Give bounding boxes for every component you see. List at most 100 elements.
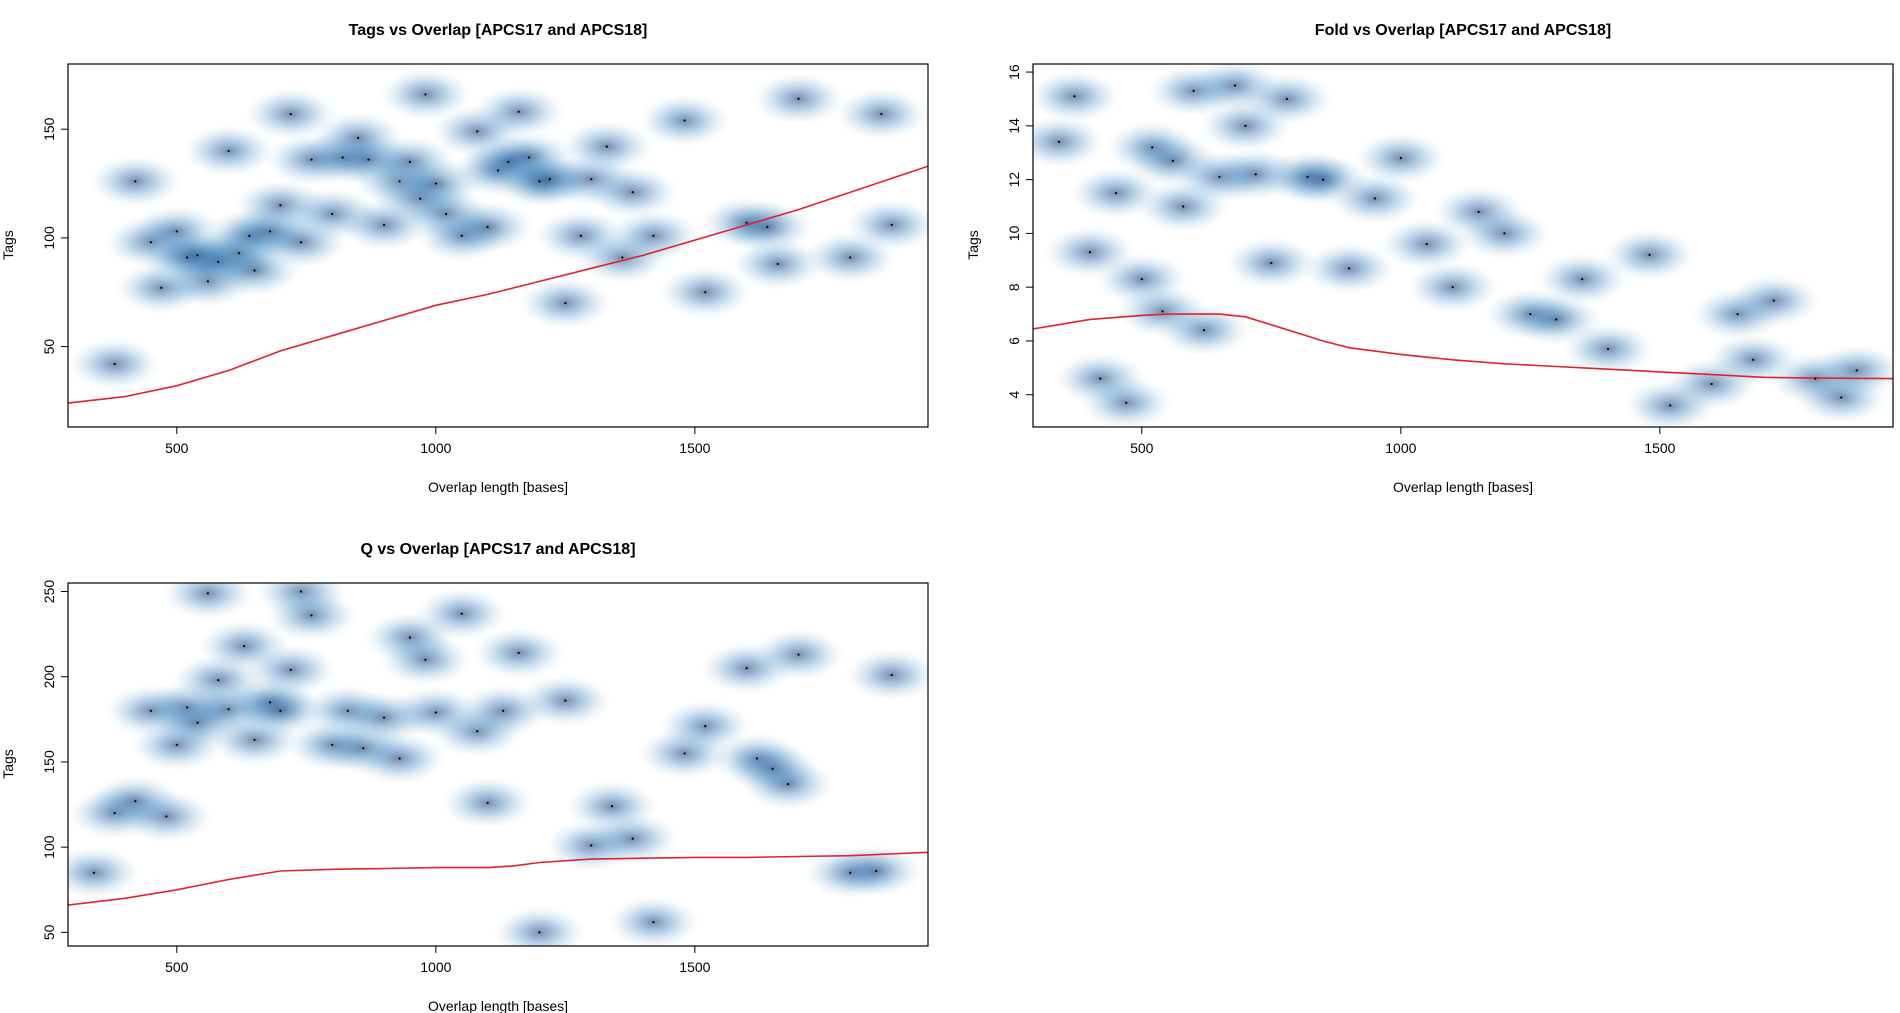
data-point	[206, 280, 209, 283]
data-point	[590, 178, 593, 181]
data-point	[1529, 312, 1532, 316]
plot-frame	[1032, 63, 1894, 428]
x-tick-label: 500	[165, 440, 189, 456]
data-point	[880, 112, 883, 116]
data-point	[253, 738, 256, 741]
data-point	[1125, 401, 1128, 404]
data-point	[766, 225, 769, 229]
x-tick-label: 500	[165, 959, 189, 975]
data-point	[424, 658, 427, 661]
y-tick-label: 50	[41, 339, 57, 355]
smooth-line	[1033, 313, 1893, 380]
smooth-line	[68, 165, 928, 404]
data-point	[1073, 95, 1076, 98]
data-point	[476, 730, 479, 733]
chart-panel-q-vs-overlap: Q vs Overlap [APCS17 and APCS18] 500 1000…	[0, 541, 929, 1013]
y-tick-label: 150	[41, 750, 57, 774]
y-tick-label: 150	[41, 117, 57, 141]
data-point	[538, 931, 541, 934]
data-point	[186, 706, 189, 709]
data-point	[398, 180, 401, 183]
data-point	[419, 197, 422, 200]
data-point	[300, 590, 303, 593]
point-layer	[1057, 84, 1858, 407]
data-point	[1161, 310, 1164, 313]
data-point	[289, 112, 292, 116]
data-point	[217, 260, 220, 263]
data-point	[548, 178, 551, 181]
data-point	[683, 119, 686, 122]
data-point	[476, 130, 479, 133]
data-point	[1306, 175, 1309, 179]
density-layer	[68, 68, 928, 390]
data-point	[745, 667, 748, 670]
data-point	[300, 241, 303, 244]
data-point	[134, 180, 137, 183]
density-blob	[1033, 70, 1121, 123]
data-point	[579, 234, 582, 237]
y-tick-label: 6	[1006, 337, 1022, 345]
chart-panel-tags-vs-overlap: Tags vs Overlap [APCS17 and APCS18] 500 1…	[0, 22, 929, 495]
y-tick-label: 250	[41, 580, 57, 604]
data-point	[538, 180, 541, 183]
data-point	[382, 716, 386, 719]
chart-panel-fold-vs-overlap: Fold vs Overlap [APCS17 and APCS18] 500 1…	[965, 22, 1894, 495]
x-tick-label: 1500	[679, 440, 710, 456]
data-point	[1710, 382, 1713, 386]
data-point	[849, 871, 852, 874]
y-axis: 4 6 8 10 12 14 16	[1006, 64, 1033, 399]
x-axis: 500 1000 1500	[165, 946, 711, 975]
data-point	[1736, 312, 1739, 316]
x-axis: 500 1000 1500	[165, 427, 711, 456]
y-axis: 50 100 150 200 250	[41, 580, 68, 940]
data-point	[1814, 377, 1817, 380]
data-point	[631, 837, 634, 840]
data-point	[113, 811, 116, 815]
data-point	[445, 212, 448, 216]
data-point	[1477, 210, 1480, 213]
data-point	[797, 97, 800, 100]
data-point	[890, 223, 893, 226]
data-point	[237, 252, 241, 255]
data-point	[704, 291, 707, 294]
data-point	[1373, 197, 1377, 200]
data-point	[331, 212, 334, 216]
data-point	[745, 221, 748, 224]
data-point	[217, 679, 220, 682]
y-tick-label: 200	[41, 665, 57, 689]
plot-frame	[67, 582, 929, 947]
x-tick-label: 500	[1130, 440, 1154, 456]
data-point	[1244, 124, 1247, 127]
data-point	[507, 160, 510, 163]
data-point	[243, 644, 246, 648]
y-tick-label: 4	[1006, 391, 1022, 399]
x-axis-title: Overlap length [bases]	[428, 479, 568, 495]
data-point	[175, 743, 178, 747]
data-point	[771, 767, 774, 770]
data-point	[1171, 159, 1174, 162]
data-point	[683, 752, 686, 755]
data-point	[331, 743, 334, 747]
point-layer	[113, 93, 893, 366]
data-point	[460, 234, 463, 237]
data-point	[113, 362, 116, 366]
data-point	[310, 158, 313, 161]
density-blob	[161, 583, 254, 620]
data-point	[776, 262, 779, 266]
x-tick-label: 1000	[420, 440, 451, 456]
y-tick-label: 8	[1006, 283, 1022, 291]
data-point	[253, 269, 256, 272]
point-layer	[92, 590, 893, 934]
data-point	[149, 709, 152, 712]
data-point	[849, 256, 852, 259]
chart-title: Q vs Overlap [APCS17 and APCS18]	[360, 541, 635, 558]
data-point	[310, 614, 313, 617]
data-point	[564, 699, 567, 702]
chart-title: Tags vs Overlap [APCS17 and APCS18]	[349, 22, 648, 39]
data-point	[196, 721, 199, 724]
data-point	[362, 747, 365, 750]
data-point	[196, 254, 199, 257]
data-point	[517, 651, 520, 654]
data-point	[1270, 261, 1273, 265]
data-point	[652, 921, 655, 924]
